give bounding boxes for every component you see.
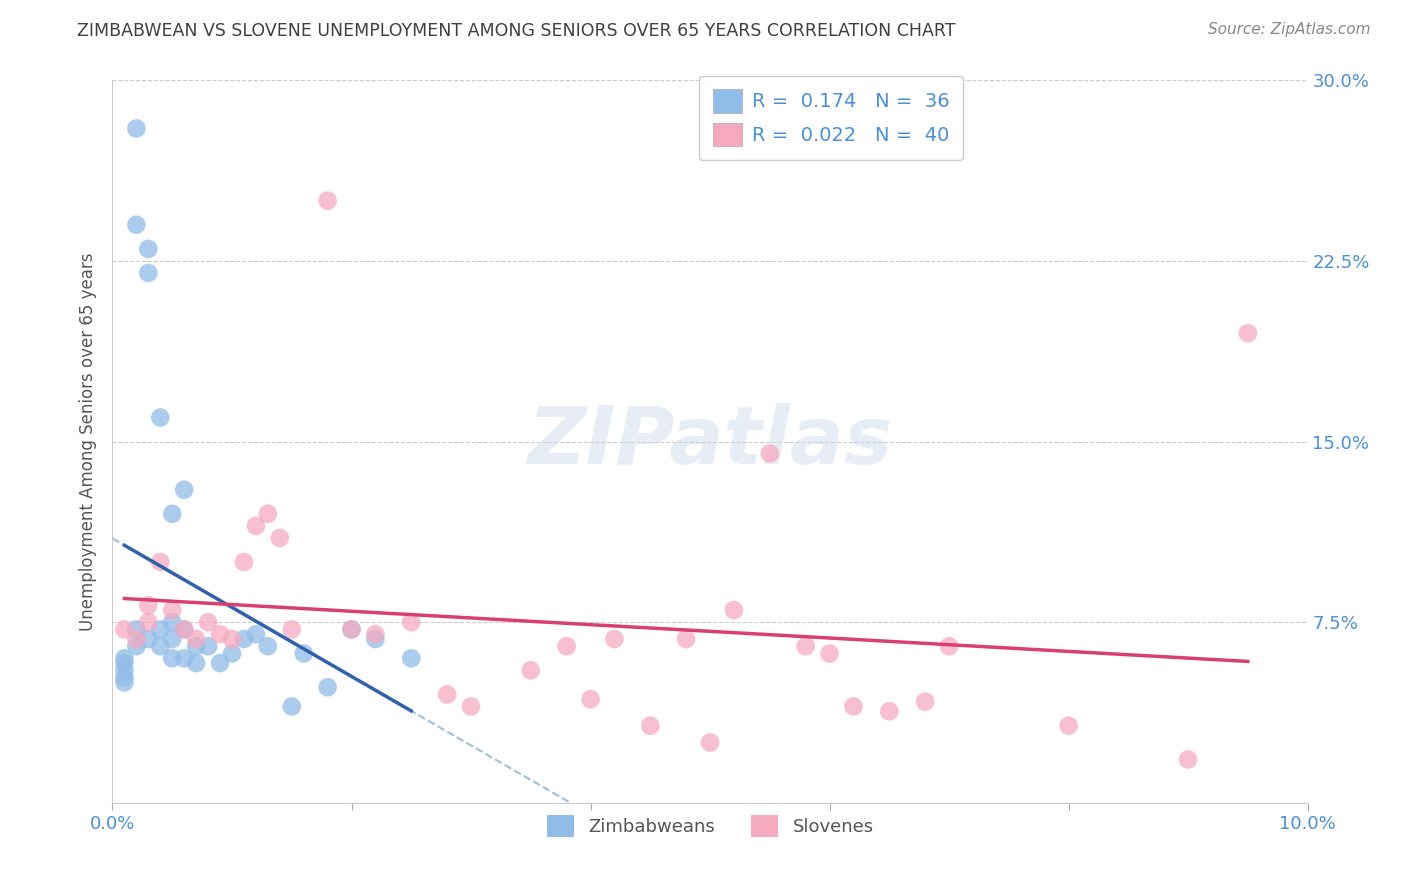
Point: [173, 623, 195, 637]
Point: [162, 507, 183, 521]
Point: [257, 639, 280, 653]
Point: [162, 632, 183, 646]
Point: [603, 632, 626, 646]
Point: [125, 623, 148, 637]
Point: [138, 632, 160, 646]
Point: [221, 632, 243, 646]
Point: [699, 735, 721, 749]
Point: [138, 599, 160, 613]
Point: [818, 647, 841, 661]
Point: [257, 507, 280, 521]
Point: [245, 518, 267, 533]
Point: [125, 639, 148, 653]
Point: [233, 555, 256, 569]
Point: [233, 632, 256, 646]
Point: [842, 699, 865, 714]
Point: [340, 623, 363, 637]
Point: [173, 623, 195, 637]
Point: [1177, 752, 1199, 766]
Point: [520, 664, 543, 678]
Point: [197, 615, 219, 630]
Point: [114, 651, 135, 665]
Point: [759, 446, 782, 460]
Point: [794, 639, 817, 653]
Point: [209, 627, 232, 641]
Point: [114, 664, 135, 678]
Point: [245, 627, 267, 641]
Point: [186, 632, 208, 646]
Legend: Zimbabweans, Slovenes: Zimbabweans, Slovenes: [540, 808, 880, 845]
Point: [579, 692, 602, 706]
Text: ZIPatlas: ZIPatlas: [527, 402, 893, 481]
Point: [125, 218, 148, 232]
Point: [879, 704, 901, 718]
Point: [114, 623, 135, 637]
Point: [162, 603, 183, 617]
Point: [316, 194, 339, 208]
Point: [162, 651, 183, 665]
Point: [401, 651, 423, 665]
Point: [281, 623, 304, 637]
Point: [186, 639, 208, 653]
Point: [149, 623, 172, 637]
Point: [149, 555, 172, 569]
Point: [364, 627, 387, 641]
Point: [460, 699, 482, 714]
Point: [209, 656, 232, 670]
Point: [162, 615, 183, 630]
Point: [138, 242, 160, 256]
Point: [1237, 326, 1260, 340]
Point: [173, 483, 195, 497]
Point: [281, 699, 304, 714]
Point: [138, 615, 160, 630]
Point: [723, 603, 745, 617]
Point: [436, 687, 458, 701]
Point: [125, 121, 148, 136]
Text: Source: ZipAtlas.com: Source: ZipAtlas.com: [1208, 22, 1371, 37]
Point: [401, 615, 423, 630]
Y-axis label: Unemployment Among Seniors over 65 years: Unemployment Among Seniors over 65 years: [79, 252, 97, 631]
Point: [914, 695, 936, 709]
Point: [114, 671, 135, 685]
Point: [114, 656, 135, 670]
Point: [197, 639, 219, 653]
Point: [292, 647, 315, 661]
Point: [938, 639, 960, 653]
Point: [1057, 719, 1080, 733]
Point: [125, 632, 148, 646]
Point: [149, 639, 172, 653]
Point: [114, 675, 135, 690]
Point: [173, 651, 195, 665]
Point: [316, 680, 339, 694]
Point: [555, 639, 578, 653]
Point: [640, 719, 662, 733]
Point: [138, 266, 160, 280]
Point: [149, 410, 172, 425]
Point: [675, 632, 697, 646]
Point: [221, 647, 243, 661]
Point: [364, 632, 387, 646]
Text: ZIMBABWEAN VS SLOVENE UNEMPLOYMENT AMONG SENIORS OVER 65 YEARS CORRELATION CHART: ZIMBABWEAN VS SLOVENE UNEMPLOYMENT AMONG…: [77, 22, 956, 40]
Point: [186, 656, 208, 670]
Point: [340, 623, 363, 637]
Point: [269, 531, 291, 545]
